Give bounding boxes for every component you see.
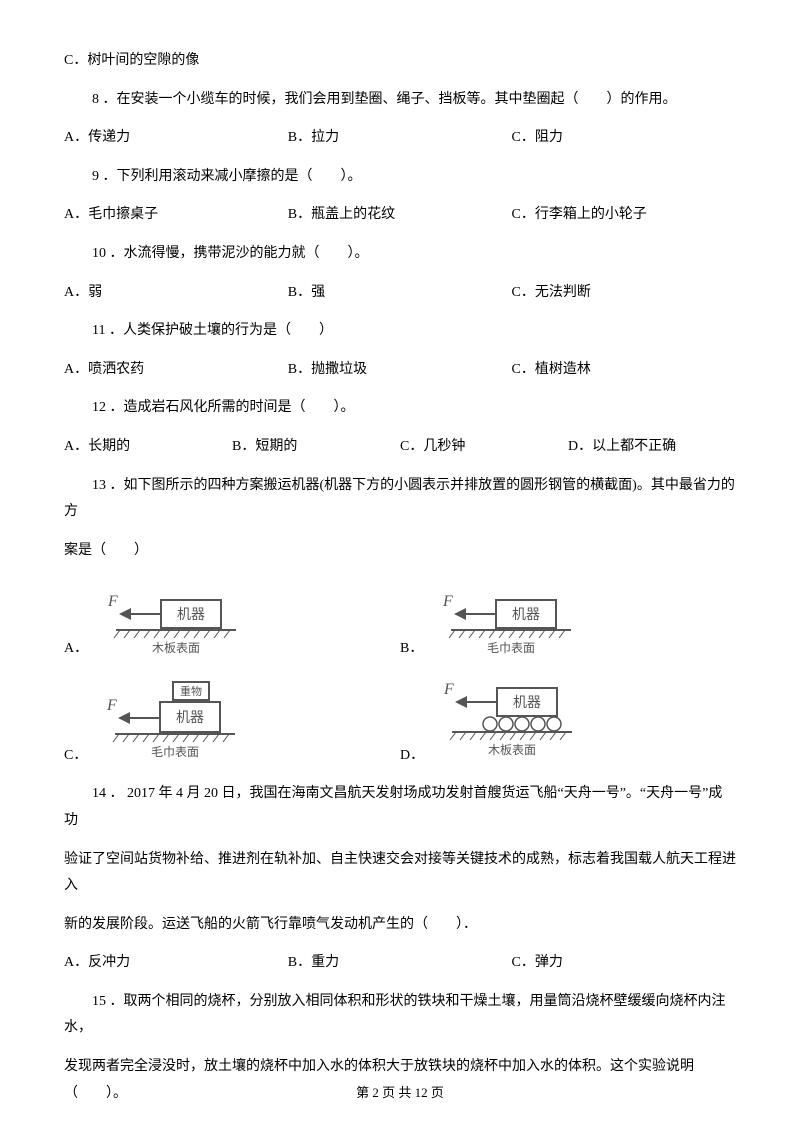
q10-option-c[interactable]: C．无法判断: [512, 280, 736, 307]
q12-option-b[interactable]: B．短期的: [232, 434, 400, 461]
q11-option-c[interactable]: C．植树造林: [512, 357, 736, 384]
q13-diagram-b: F 机器 毛巾表面: [431, 582, 581, 662]
q9-stem: 9 ．下列利用滚动来减小摩擦的是（ ）。: [64, 164, 736, 191]
q14-line2: 验证了空间站货物补给、推进剂在轨补加、自主快速交会对接等关键技术的成熟，标志着我…: [64, 847, 736, 900]
q12-option-a[interactable]: A．长期的: [64, 434, 232, 461]
force-label: F: [442, 593, 453, 610]
q9-option-b[interactable]: B．瓶盖上的花纹: [288, 202, 512, 229]
q13-option-b[interactable]: B．: [400, 636, 423, 663]
q11-options: A．喷洒农药 B．抛撒垃圾 C．植树造林: [64, 357, 736, 384]
q13-option-c[interactable]: C．: [64, 743, 87, 770]
q11-option-a[interactable]: A．喷洒农药: [64, 357, 288, 384]
weight-label: 重物: [180, 684, 202, 698]
machine-label: 机器: [512, 607, 540, 623]
force-label: F: [106, 697, 117, 714]
q14-line1: 14 ． 2017 年 4 月 20 日，我国在海南文昌航天发射场成功发射首艘货…: [64, 781, 736, 834]
q8-option-b[interactable]: B．拉力: [288, 125, 512, 152]
q9-option-c[interactable]: C．行李箱上的小轮子: [512, 202, 736, 229]
q8-stem: 8 ．在安装一个小缆车的时候，我们会用到垫圈、绳子、挡板等。其中垫圈起（ ）的作…: [64, 87, 736, 114]
q13-diagram-d: F 机器 木板表面: [432, 674, 582, 769]
q10-option-a[interactable]: A．弱: [64, 280, 288, 307]
q11-option-b[interactable]: B．抛撒垃圾: [288, 357, 512, 384]
q14-option-b[interactable]: B．重力: [288, 950, 512, 977]
q10-stem: 10 ．水流得慢，携带泥沙的能力就（ ）。: [64, 241, 736, 268]
surface-label: 毛巾表面: [487, 641, 535, 655]
q14-options: A．反冲力 B．重力 C．弹力: [64, 950, 736, 977]
machine-label: 机器: [513, 695, 541, 711]
q13-diagram-a: F 机器 木板表面: [96, 582, 246, 662]
q13-stem-line2: 案是（ ）: [64, 538, 736, 565]
q12-stem: 12 ．造成岩石风化所需的时间是（ ）。: [64, 395, 736, 422]
q8-option-c[interactable]: C．阻力: [512, 125, 736, 152]
q14-line3: 新的发展阶段。运送飞船的火箭飞行靠喷气发动机产生的（ ）．: [64, 912, 736, 939]
q12-option-c[interactable]: C．几秒钟: [400, 434, 568, 461]
q10-options: A．弱 B．强 C．无法判断: [64, 280, 736, 307]
surface-label: 木板表面: [488, 743, 536, 757]
force-label: F: [443, 681, 454, 698]
q13-diagram-c: 重物 F 机器 毛巾表面: [95, 674, 245, 769]
surface-label: 木板表面: [152, 641, 200, 655]
surface-label: 毛巾表面: [151, 745, 199, 759]
q7-option-c: C．树叶间的空隙的像: [64, 48, 736, 75]
q14-option-a[interactable]: A．反冲力: [64, 950, 288, 977]
q14-option-c[interactable]: C．弹力: [512, 950, 736, 977]
q9-option-a[interactable]: A．毛巾擦桌子: [64, 202, 288, 229]
q12-option-d[interactable]: D．以上都不正确: [568, 434, 736, 461]
q9-options: A．毛巾擦桌子 B．瓶盖上的花纹 C．行李箱上的小轮子: [64, 202, 736, 229]
q8-option-a[interactable]: A．传递力: [64, 125, 288, 152]
q11-stem: 11 ．人类保护破土壤的行为是（ ）: [64, 318, 736, 345]
q12-options: A．长期的 B．短期的 C．几秒钟 D．以上都不正确: [64, 434, 736, 461]
q8-options: A．传递力 B．拉力 C．阻力: [64, 125, 736, 152]
q13-stem-line1: 13 ．如下图所示的四种方案搬运机器(机器下方的小圆表示并排放置的圆形钢管的横截…: [64, 473, 736, 526]
q13-option-a[interactable]: A．: [64, 636, 88, 663]
q13-option-d[interactable]: D．: [400, 743, 424, 770]
machine-label: 机器: [177, 607, 205, 623]
q15-line1: 15 ．取两个相同的烧杯，分别放入相同体积和形状的铁块和干燥土壤，用量筒沿烧杯壁…: [64, 989, 736, 1042]
page-footer: 第 2 页 共 12 页: [0, 1081, 800, 1106]
force-label: F: [107, 593, 118, 610]
machine-label: 机器: [176, 710, 204, 726]
q10-option-b[interactable]: B．强: [288, 280, 512, 307]
